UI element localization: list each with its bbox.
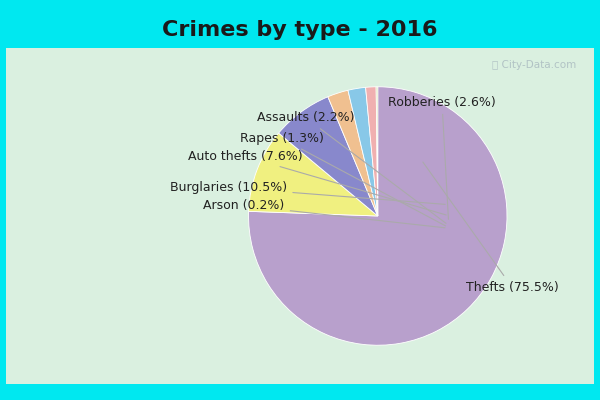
Text: Crimes by type - 2016: Crimes by type - 2016 [162,20,438,40]
Wedge shape [376,87,378,216]
Wedge shape [278,97,378,216]
Wedge shape [348,87,378,216]
Wedge shape [328,90,378,216]
Text: Robberies (2.6%): Robberies (2.6%) [388,96,496,219]
Text: Thefts (75.5%): Thefts (75.5%) [423,162,559,294]
Wedge shape [365,87,378,216]
Wedge shape [248,87,507,345]
Text: ⓘ City-Data.com: ⓘ City-Data.com [492,60,576,70]
Wedge shape [248,133,378,216]
Text: Auto thefts (7.6%): Auto thefts (7.6%) [188,150,446,215]
Text: Burglaries (10.5%): Burglaries (10.5%) [170,181,445,204]
Text: Arson (0.2%): Arson (0.2%) [203,199,445,228]
Text: Assaults (2.2%): Assaults (2.2%) [257,111,446,223]
Text: Rapes (1.3%): Rapes (1.3%) [239,132,446,226]
